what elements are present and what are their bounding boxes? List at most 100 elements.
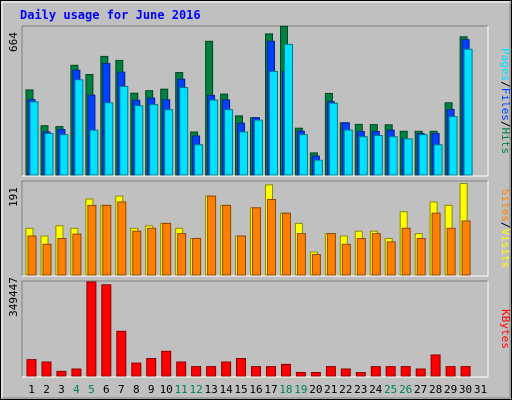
bar-kbytes-day-25 [385, 366, 396, 377]
hits-files-pages-legend: Pages/Files/Hits [499, 48, 512, 154]
bar-sites-day-16 [252, 207, 261, 276]
bar-sites-day-20 [311, 254, 321, 276]
x-tick-label-day-7: 7 [118, 383, 125, 396]
x-tick-label-day-11: 11 [175, 383, 188, 396]
bar-sites-day-15 [237, 235, 246, 276]
visits-sites-panel: 191 Sites/Visits [7, 180, 512, 277]
bar-pages-day-7 [119, 86, 129, 176]
x-tick-label-day-29: 29 [444, 383, 457, 396]
bar-pages-day-15 [239, 131, 248, 176]
bar-kbytes-day-23 [355, 372, 366, 377]
legend-item-3: / [499, 121, 512, 128]
bar-sites-day-1 [27, 235, 37, 276]
bar-pages-day-30 [463, 48, 473, 176]
x-tick-label-day-3: 3 [58, 383, 65, 396]
bar-sites-day-13 [207, 195, 217, 276]
bar-kbytes-day-30 [460, 366, 471, 377]
bar-pages-day-2 [44, 133, 54, 176]
x-tick-label-day-12: 12 [189, 383, 202, 396]
bar-kbytes-day-16 [251, 366, 261, 377]
legend-item-4: Hits [499, 128, 512, 155]
x-tick-label-day-16: 16 [249, 383, 262, 396]
bar-pages-day-6 [104, 102, 114, 176]
bar-kbytes-day-17 [266, 366, 276, 377]
bar-kbytes-day-15 [236, 358, 246, 377]
bar-sites-day-21 [326, 233, 336, 276]
bar-pages-day-26 [403, 138, 413, 176]
bar-kbytes-day-13 [206, 366, 217, 377]
bar-pages-day-24 [373, 135, 383, 176]
bar-sites-day-22 [341, 243, 351, 276]
kbytes-legend: KBytes [499, 309, 512, 349]
x-tick-label-day-6: 6 [103, 383, 110, 396]
bar-pages-day-10 [164, 109, 174, 176]
bar-sites-day-6 [102, 204, 112, 276]
bar-pages-day-19 [298, 134, 308, 176]
legend-item-1: / [499, 81, 512, 88]
bar-sites-day-19 [296, 233, 306, 276]
x-tick-label-day-8: 8 [133, 383, 140, 396]
x-tick-label-day-14: 14 [219, 383, 233, 396]
x-tick-label-day-24: 24 [369, 383, 383, 396]
bar-pages-day-8 [134, 105, 144, 176]
bar-kbytes-day-18 [281, 363, 291, 377]
bar-kbytes-day-28 [430, 354, 441, 377]
bar-pages-day-14 [224, 109, 234, 176]
bar-kbytes-day-3 [56, 370, 67, 377]
chart-title: Daily usage for June 2016 [20, 8, 201, 22]
bar-kbytes-day-1 [26, 359, 37, 377]
bar-kbytes-day-26 [400, 366, 411, 377]
bar-kbytes-day-5 [86, 281, 97, 377]
bar-pages-day-1 [29, 101, 39, 176]
bar-pages-day-11 [179, 87, 189, 176]
bar-pages-day-22 [343, 129, 353, 176]
bar-pages-day-17 [269, 70, 278, 176]
bar-kbytes-day-27 [415, 368, 426, 377]
x-tick-label-day-25: 25 [384, 383, 397, 396]
bar-sites-day-24 [371, 233, 381, 276]
x-tick-label-day-15: 15 [234, 383, 247, 396]
kbytes-max-label: 349447 [7, 277, 20, 317]
x-tick-label-day-20: 20 [309, 383, 322, 396]
bar-kbytes-day-4 [71, 368, 82, 377]
bar-sites-day-27 [416, 238, 426, 276]
x-tick-label-day-9: 9 [148, 383, 155, 396]
visits-sites-legend: Sites/Visits [499, 189, 512, 269]
x-tick-label-day-4: 4 [73, 383, 80, 396]
visits-sites-max-label: 191 [7, 187, 20, 207]
x-tick-label-day-5: 5 [88, 383, 95, 396]
bar-pages-day-25 [388, 136, 398, 176]
bar-kbytes-day-2 [41, 361, 52, 377]
bar-kbytes-day-11 [176, 361, 187, 377]
bar-kbytes-day-29 [445, 366, 456, 377]
x-tick-label-day-13: 13 [204, 383, 217, 396]
bar-kbytes-day-12 [191, 366, 202, 377]
x-tick-label-day-31: 31 [474, 383, 487, 396]
x-axis-day-labels: 1 2 3 4 5 6 7 8 9 10 11 12 13 14 15 16 17 18 19 20 21 22 23 24 2… [28, 383, 487, 396]
legend-item-1: / [499, 222, 512, 229]
bar-sites-day-23 [356, 238, 366, 276]
bar-kbytes-day-19 [295, 372, 306, 377]
bar-sites-day-18 [282, 212, 291, 276]
bar-sites-day-5 [87, 204, 97, 276]
bar-sites-day-3 [57, 238, 67, 276]
bar-sites-day-2 [42, 243, 52, 276]
bar-pages-day-18 [284, 43, 293, 176]
bar-kbytes-day-7 [116, 330, 127, 377]
bar-sites-day-4 [72, 233, 82, 276]
bar-pages-day-21 [328, 102, 338, 176]
bar-pages-day-27 [418, 134, 428, 176]
x-tick-label-day-17: 17 [264, 383, 277, 396]
bar-pages-day-9 [149, 104, 159, 176]
legend-item-0: Pages [499, 48, 512, 81]
x-tick-label-day-1: 1 [28, 383, 35, 396]
bar-sites-day-12 [192, 238, 202, 276]
legend-item-2: Visits [499, 229, 512, 269]
x-tick-label-day-10: 10 [160, 383, 173, 396]
bar-kbytes-day-10 [161, 350, 172, 377]
bar-kbytes-day-21 [325, 366, 336, 377]
x-tick-label-day-27: 27 [414, 383, 427, 396]
bar-pages-day-16 [254, 119, 263, 176]
